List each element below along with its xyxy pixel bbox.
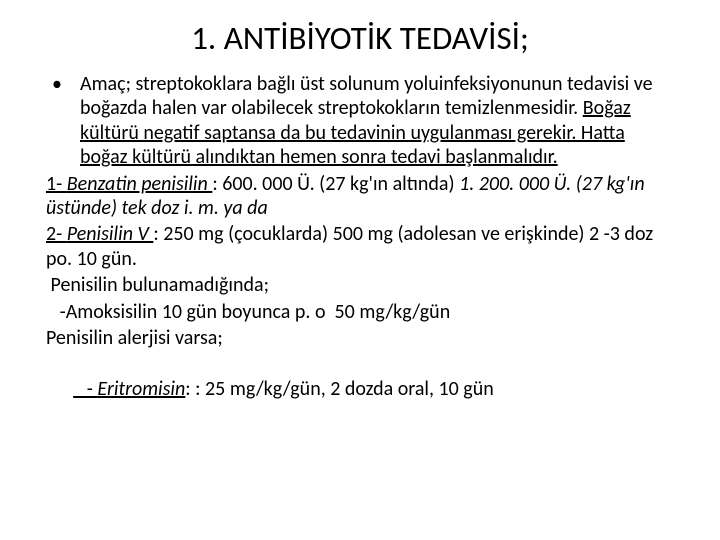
line-eritromisin: - Eritromisin: : 25 mg/kg/gün, 2 dozda o… xyxy=(46,352,674,425)
eritro-prefix: - xyxy=(73,377,97,401)
line-allergy: Penisilin alerjisi varsa; xyxy=(46,326,674,350)
benzatin-name: Benzatin penisilin xyxy=(67,172,213,196)
penv-prefix: 2- xyxy=(46,222,67,246)
slide-title: 1. ANTİBİYOTİK TEDAVİSİ; xyxy=(46,18,674,58)
bullet-text: Amaç; streptokoklara bağlı üst solunum y… xyxy=(80,72,674,170)
slide-body: • Amaç; streptokoklara bağlı üst solunum… xyxy=(46,72,674,425)
bullet-dot-icon: • xyxy=(46,72,80,170)
line-amoksisilin: -Amoksisilin 10 gün boyunca p. o 50 mg/k… xyxy=(46,300,674,324)
benzatin-dose-low: : 600. 000 Ü. (27 kg'ın altında) xyxy=(212,172,459,196)
slide: 1. ANTİBİYOTİK TEDAVİSİ; • Amaç; strepto… xyxy=(0,0,720,540)
eritro-dose: : : 25 mg/kg/gün, 2 dozda oral, 10 gün xyxy=(185,377,493,401)
line-penisilin-v: 2- Penisilin V : 250 mg (çocuklarda) 500… xyxy=(46,222,674,271)
penv-name: Penisilin V xyxy=(67,222,154,246)
purpose-text-plain: Amaç; streptokoklara bağlı üst solunum y… xyxy=(80,72,653,120)
line-not-found: Penisilin bulunamadığında; xyxy=(46,273,674,297)
bullet-item-purpose: • Amaç; streptokoklara bağlı üst solunum… xyxy=(46,72,674,170)
benzatin-prefix: 1- xyxy=(46,172,67,196)
line-benzatin: 1- Benzatin penisilin : 600. 000 Ü. (27 … xyxy=(46,172,674,221)
eritro-name: Eritromisin xyxy=(97,377,185,401)
